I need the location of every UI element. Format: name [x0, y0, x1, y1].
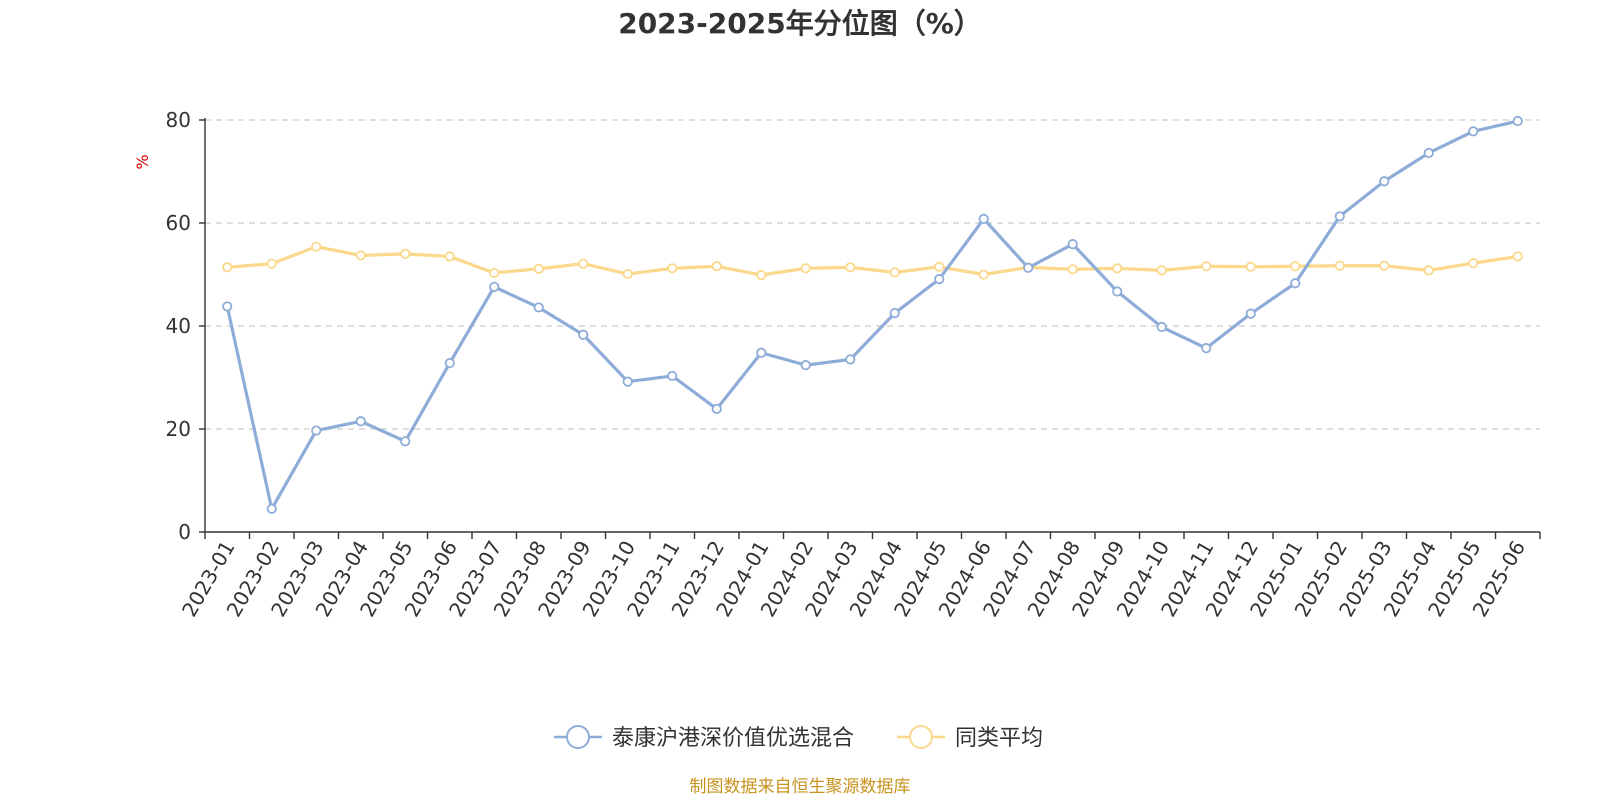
data-point[interactable]: [845, 262, 856, 273]
data-point[interactable]: [1245, 308, 1256, 319]
data-point[interactable]: [489, 267, 500, 279]
data-point[interactable]: [756, 269, 767, 281]
data-point[interactable]: [1334, 211, 1345, 222]
data-point[interactable]: [800, 263, 811, 274]
data-point[interactable]: [1512, 115, 1523, 127]
data-point[interactable]: [489, 281, 500, 292]
y-axis-label: %: [133, 154, 152, 169]
data-point[interactable]: [800, 360, 811, 371]
legend[interactable]: 泰康沪港深价值优选混合 同类平均: [554, 725, 1043, 751]
data-point[interactable]: [1512, 251, 1523, 262]
y-tick-label: 40: [166, 314, 191, 338]
data-point[interactable]: [889, 308, 900, 319]
data-point[interactable]: [400, 436, 411, 447]
data-point[interactable]: [222, 301, 233, 312]
data-point[interactable]: [1379, 176, 1390, 187]
data-point[interactable]: [1423, 265, 1434, 276]
data-point[interactable]: [845, 354, 856, 365]
data-point[interactable]: [1156, 321, 1167, 333]
grid-lines: [205, 119, 1540, 430]
data-point[interactable]: [1156, 265, 1167, 276]
series-line: [227, 245, 1518, 277]
data-point[interactable]: [578, 258, 589, 269]
data-point[interactable]: [1112, 263, 1123, 274]
data-point[interactable]: [1290, 278, 1301, 289]
data-point[interactable]: [667, 370, 678, 382]
data-point[interactable]: [1468, 126, 1479, 137]
data-point[interactable]: [1023, 262, 1034, 273]
y-tick-label: 80: [166, 108, 191, 132]
data-point[interactable]: [978, 269, 989, 280]
data-point[interactable]: [889, 267, 900, 278]
data-point[interactable]: [1067, 264, 1078, 275]
chart-title: 2023-2025年分位图（%）: [618, 7, 982, 40]
data-point[interactable]: [533, 263, 544, 274]
data-source-note: 制图数据来自恒生聚源数据库: [690, 777, 911, 797]
legend-marker-icon: [566, 725, 590, 749]
data-point[interactable]: [266, 503, 277, 514]
data-point[interactable]: [978, 213, 989, 224]
y-tick-label: 20: [166, 417, 191, 441]
data-point[interactable]: [222, 262, 233, 273]
data-point[interactable]: [533, 302, 544, 313]
data-point[interactable]: [355, 416, 366, 427]
series-fund: [222, 115, 1523, 514]
data-point[interactable]: [311, 241, 322, 252]
data-point[interactable]: [311, 425, 322, 436]
axes: 0204060802023-012023-022023-032023-04202…: [166, 108, 1541, 621]
data-point[interactable]: [355, 250, 366, 261]
legend-label: 同类平均: [955, 726, 1043, 751]
y-tick-label: 0: [178, 520, 191, 544]
series-line: [225, 119, 1519, 511]
data-point[interactable]: [1334, 260, 1345, 271]
data-point[interactable]: [578, 329, 589, 340]
legend-item[interactable]: 同类平均: [897, 725, 1043, 751]
data-point[interactable]: [934, 261, 945, 272]
data-point[interactable]: [400, 248, 411, 259]
data-point[interactable]: [1423, 147, 1434, 159]
data-point[interactable]: [622, 376, 633, 387]
data-point[interactable]: [1112, 286, 1123, 297]
data-point[interactable]: [622, 268, 633, 280]
data-point[interactable]: [1245, 261, 1256, 272]
data-point[interactable]: [444, 251, 455, 262]
data-point[interactable]: [934, 274, 945, 285]
data-point[interactable]: [711, 403, 722, 415]
data-point[interactable]: [667, 263, 678, 274]
legend-marker-icon: [909, 725, 933, 749]
data-point[interactable]: [1379, 260, 1390, 271]
legend-item[interactable]: 泰康沪港深价值优选混合: [554, 725, 854, 751]
data-point[interactable]: [1290, 261, 1301, 272]
series-peer-average: [222, 241, 1523, 281]
data-point[interactable]: [711, 261, 722, 272]
legend-label: 泰康沪港深价值优选混合: [612, 726, 854, 751]
y-tick-label: 60: [166, 211, 191, 235]
data-point[interactable]: [1067, 239, 1078, 250]
data-point[interactable]: [1201, 343, 1212, 354]
data-point[interactable]: [1201, 261, 1212, 272]
data-point[interactable]: [444, 357, 455, 369]
series-layer: [222, 115, 1523, 514]
data-point[interactable]: [1468, 258, 1479, 269]
data-point[interactable]: [266, 258, 277, 269]
data-point[interactable]: [756, 347, 767, 358]
